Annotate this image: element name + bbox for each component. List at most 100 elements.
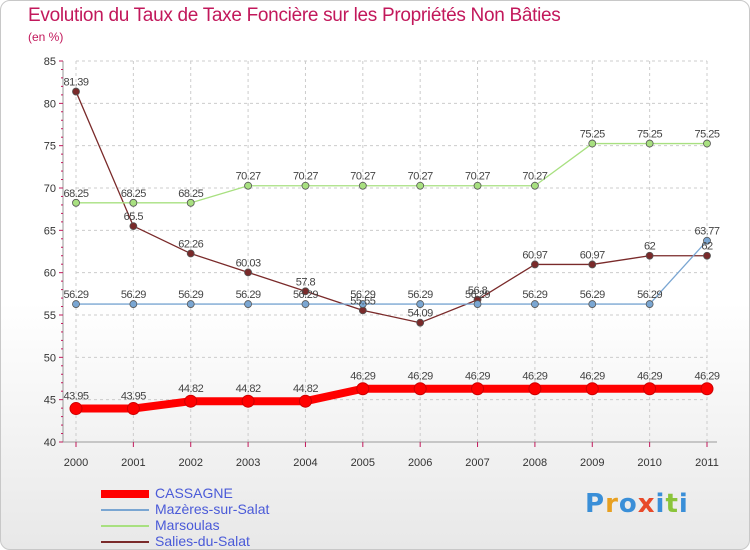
data-label: 81.39 [63,77,88,89]
data-point [645,251,654,260]
data-point [585,382,599,396]
legend-label: CASSAGNE [155,485,233,501]
data-label: 70.27 [236,171,261,183]
data-point [184,394,198,408]
data-label: 46.29 [408,371,433,383]
data-label: 60.97 [580,249,605,261]
data-point [473,181,482,190]
data-label: 56.29 [236,289,261,301]
x-tick-label: 2007 [465,457,489,469]
data-label: 70.27 [293,171,318,183]
legend-item: Salies-du-Salat [101,533,361,549]
data-label: 56.29 [293,289,318,301]
data-point [129,300,138,308]
x-tick-label: 2011 [695,457,719,469]
series-line-maz-res-sur-salat [76,240,708,305]
logo-letter: P [585,489,606,519]
legend-item: Mazères-sur-Salat [101,501,361,517]
data-label: 70.27 [350,171,375,183]
data-label: 54.09 [408,308,433,320]
data-point [416,300,425,308]
data-label: 46.29 [580,371,605,383]
data-point [244,300,252,308]
data-label: 68.25 [63,188,88,200]
data-point [471,382,485,396]
data-label: 56.29 [178,289,203,301]
legend-item: Marsoulas [101,517,361,533]
data-point [588,300,597,308]
legend-swatch [101,490,149,498]
logo-letter: i [655,489,666,519]
y-tick-label: 75 [44,141,56,153]
x-tick-label: 2003 [236,457,260,469]
data-point [244,181,252,190]
data-point [358,181,367,190]
x-tick-label: 2004 [293,457,317,469]
data-point [473,300,482,308]
data-label: 62.26 [178,239,203,251]
data-point [72,198,80,207]
data-label: 65.5 [124,211,144,223]
proxiti-logo: Proxiti [585,489,689,519]
data-label: 75.25 [694,129,719,141]
chart-title: Evolution du Taux de Taxe Foncière sur l… [28,5,561,26]
data-label: 56.29 [408,289,433,301]
x-tick-label: 2000 [64,457,88,469]
data-point [416,181,425,190]
series-line-salies-du-salat [75,91,707,324]
data-label: 56.29 [63,289,88,301]
legend-label: Marsoulas [155,517,220,533]
data-label: 56.29 [522,289,547,301]
data-label: 68.25 [121,188,146,200]
legend-label: Mazères-sur-Salat [155,501,270,517]
data-label: 55.55 [350,295,375,307]
x-tick-label: 2006 [408,457,432,469]
data-point [298,394,312,408]
data-label: 75.25 [580,129,605,141]
data-label: 60.03 [236,257,261,269]
data-label: 56.29 [580,289,605,301]
x-tick-label: 2009 [580,457,604,469]
y-tick-label: 40 [44,437,56,449]
data-label: 46.29 [465,371,490,383]
y-tick-label: 85 [44,56,56,68]
data-label: 57.8 [296,276,316,288]
data-point [241,394,255,408]
data-label: 46.29 [694,371,719,383]
data-point [643,382,657,396]
x-tick-label: 2002 [178,457,202,469]
logo-letter: x [637,489,656,519]
data-point [531,260,539,269]
y-tick-label: 70 [44,183,56,195]
legend-swatch [101,509,149,511]
data-point [72,87,80,96]
axes-layer: 40 45 50 55 60 65 70 75 80 85 2000 2001 2002 2003 2004… [44,56,719,469]
y-axis-unit-label: (en %) [28,30,64,44]
legend-swatch [101,525,149,527]
x-tick-label: 2005 [351,457,375,469]
y-tick-label: 60 [44,268,56,280]
data-label: 56.29 [637,289,662,301]
data-label: 70.27 [522,171,547,183]
data-point [301,287,310,296]
data-point [186,198,195,207]
data-label: 56.29 [121,289,146,301]
legend-swatch [101,541,149,543]
data-label: 70.27 [408,171,433,183]
data-point [645,139,654,148]
data-label: 44.82 [178,383,203,395]
logo-letter: r [605,489,619,519]
y-tick-label: 80 [44,98,56,110]
x-tick-label: 2001 [121,457,145,469]
data-point [416,318,425,327]
x-tick-label: 2008 [523,457,547,469]
data-point [301,181,310,190]
data-label: 56.29 [465,289,490,301]
data-point [413,382,427,396]
logo-letter: i [678,489,689,519]
series-line-marsoulas [76,142,707,204]
logo-letter: t [665,489,679,519]
data-point [358,300,367,308]
data-point [645,300,654,308]
